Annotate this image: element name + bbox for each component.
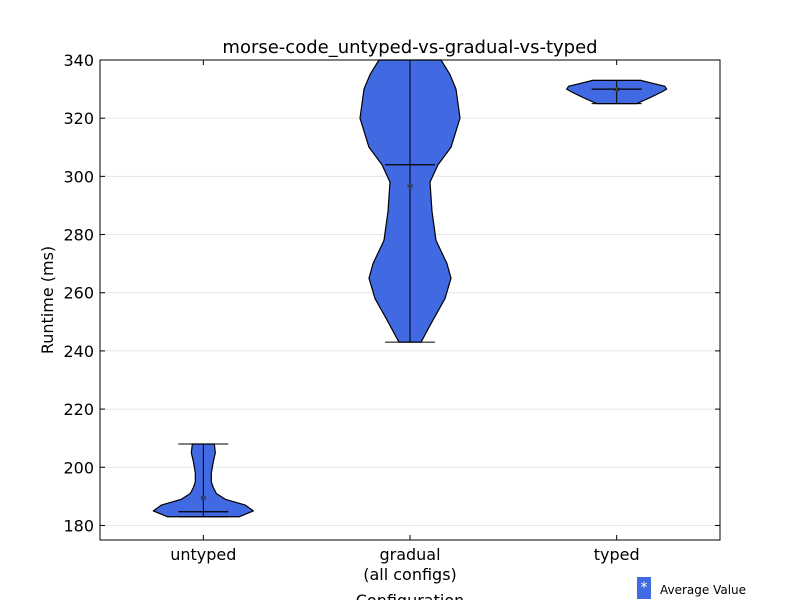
legend-marker: * — [641, 580, 648, 596]
x-tick-label: untyped — [170, 545, 236, 564]
y-tick-label: 180 — [63, 516, 94, 535]
violins: * * * — [152, 59, 668, 518]
chart-title: morse-code_untyped-vs-gradual-vs-typed — [222, 37, 597, 58]
y-tick-label: 280 — [63, 226, 94, 245]
x-axis-ticks: untyped gradual (all configs) typed — [170, 60, 640, 584]
y-tick-label: 300 — [63, 167, 94, 186]
y-axis-label: Runtime (ms) — [38, 246, 57, 354]
violin-mean-marker: * — [407, 182, 413, 195]
y-tick-label: 240 — [63, 342, 94, 361]
y-tick-label: 200 — [63, 458, 94, 477]
y-tick-label: 220 — [63, 400, 94, 419]
legend-label: Average Value — [660, 583, 746, 597]
legend: * Average Value — [637, 577, 746, 599]
legend-swatch — [637, 577, 651, 599]
x-tick-label: gradual (all configs) — [363, 545, 457, 584]
x-tick-label: typed — [594, 545, 640, 564]
violin-group: * — [152, 443, 254, 518]
x-axis-label: Configuration — [356, 591, 465, 600]
violin-group: * — [359, 59, 461, 343]
y-tick-label: 320 — [63, 109, 94, 128]
violin-mean-marker: * — [201, 493, 207, 506]
violin-mean-marker: * — [614, 85, 620, 98]
y-tick-label: 340 — [63, 51, 94, 70]
y-tick-label: 260 — [63, 284, 94, 303]
y-axis-ticks: 180 200 220 240 260 280 300 320 340 — [63, 51, 720, 535]
violin-group: * — [566, 79, 668, 105]
